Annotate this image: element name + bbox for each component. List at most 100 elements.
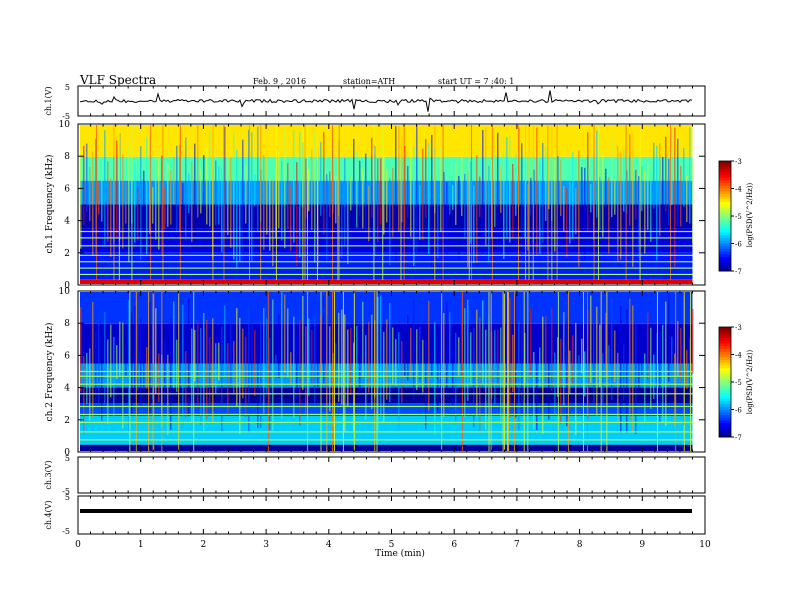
spectrogram-streak [317,342,319,387]
colorbar-segment [719,224,731,228]
spectrogram-streak [563,186,565,232]
colorbar-segment [719,205,731,209]
colorbar-segment [719,235,731,239]
spectrogram-streak [191,161,193,243]
spectrogram-streak [107,339,109,424]
colorbar-segment [719,420,731,424]
sferic-line [316,125,318,284]
spectrogram-streak [110,324,112,398]
y-tick-label: 4 [64,384,70,394]
figure-title: VLF Spectra [79,73,156,87]
colorbar-segment [719,406,731,410]
spectrogram-streak [200,327,202,426]
spectrogram-streak [179,344,181,389]
spectrogram-streak [341,309,343,405]
spectrogram-streak [266,144,268,235]
spectrogram-streak [365,335,367,420]
spectrogram-streak [407,165,409,218]
spectrogram-streak [467,171,469,268]
sferic-line [162,125,164,284]
spectrogram-streak [545,146,547,221]
spectrogram-streak [158,353,160,403]
spectrogram-streak [95,138,97,255]
colorbar-segment [719,240,731,244]
spectrogram-streak [335,343,337,374]
colorbar-segment [719,202,731,206]
spectrogram-streak [368,321,370,393]
colorbar-segment [719,254,731,258]
spectrogram-streak [644,353,646,424]
spectrogram-streak [161,155,163,256]
spectrogram-streak [236,149,238,268]
sferic-line [332,125,334,284]
spectrogram-streak [461,298,463,376]
spectrogram-streak [386,170,388,223]
colorbar-segment [719,196,731,200]
spectrogram-streak [455,162,457,225]
colorbar-tick-label: -5 [735,213,742,221]
spectrogram-streak [290,185,292,251]
spectrogram-streak [572,152,574,239]
spectrogram-streak [677,321,679,377]
spectrogram-streak [539,161,541,254]
spectrogram-streak [167,163,169,227]
colorbar-segment [719,354,731,358]
colorbar-segment [719,249,731,253]
spectrogram-streak [464,308,466,417]
spectrogram-streak [170,319,172,430]
colorbar-tick-label: -5 [735,379,742,387]
spectrogram-band [80,125,693,157]
colorbar-segment [719,210,731,214]
colorbar-tick-label: -4 [735,352,742,360]
spectrogram-streak [146,137,148,255]
spectrogram-streak [509,136,511,243]
spectrogram-streak [506,137,508,239]
colorbar-segment [719,191,731,195]
spectrogram-streak [491,159,493,237]
narrowband-line [80,254,693,256]
colorbar-segment [719,357,731,361]
spectrogram-streak [470,161,472,244]
colorbar-segment [719,262,731,266]
narrowband-line [80,273,693,276]
spectrogram-streak [125,181,127,224]
spectrogram-streak [197,125,199,218]
x-tick-label: 10 [699,540,711,550]
spectrogram-streak [620,152,622,260]
spectrogram-streak [299,319,301,426]
spectrogram-streak [437,351,439,412]
spectrogram-streak [533,169,535,221]
spectrogram-streak [416,125,418,259]
colorbar-segment [719,188,731,192]
y-tick-label: 8 [64,152,70,162]
colorbar-segment [719,409,731,413]
spectrogram-streak [134,306,136,398]
spectrogram-streak [422,148,424,241]
spectrogram-streak [182,304,184,429]
colorbar-segment [719,338,731,342]
spectrogram-streak [449,181,451,215]
spectrogram-streak [347,329,349,407]
spectrogram-streak [188,298,190,417]
spectrogram-streak [530,177,532,216]
spectrogram-streak [176,339,178,392]
spectrogram-streak [146,346,148,389]
sferic-line [532,125,534,284]
spectrogram-streak [320,142,322,216]
spectrogram-streak [467,299,469,401]
spectrogram-streak [503,296,505,381]
spectrogram-streak [446,301,448,401]
spectrogram-streak [404,146,406,227]
spectrogram-streak [599,324,601,388]
spectrogram-streak [605,168,607,248]
spectrogram-streak [401,135,403,223]
spectrogram-streak [350,327,352,395]
spectrogram-streak [452,185,454,210]
spectrogram-streak [272,299,274,431]
spectrogram-streak [533,351,535,430]
spectrogram-streak [551,307,553,391]
spectrogram-streak [677,138,679,227]
spectrogram-streak [305,158,307,219]
colorbar-segment [719,172,731,176]
spectrogram-streak [140,146,142,260]
